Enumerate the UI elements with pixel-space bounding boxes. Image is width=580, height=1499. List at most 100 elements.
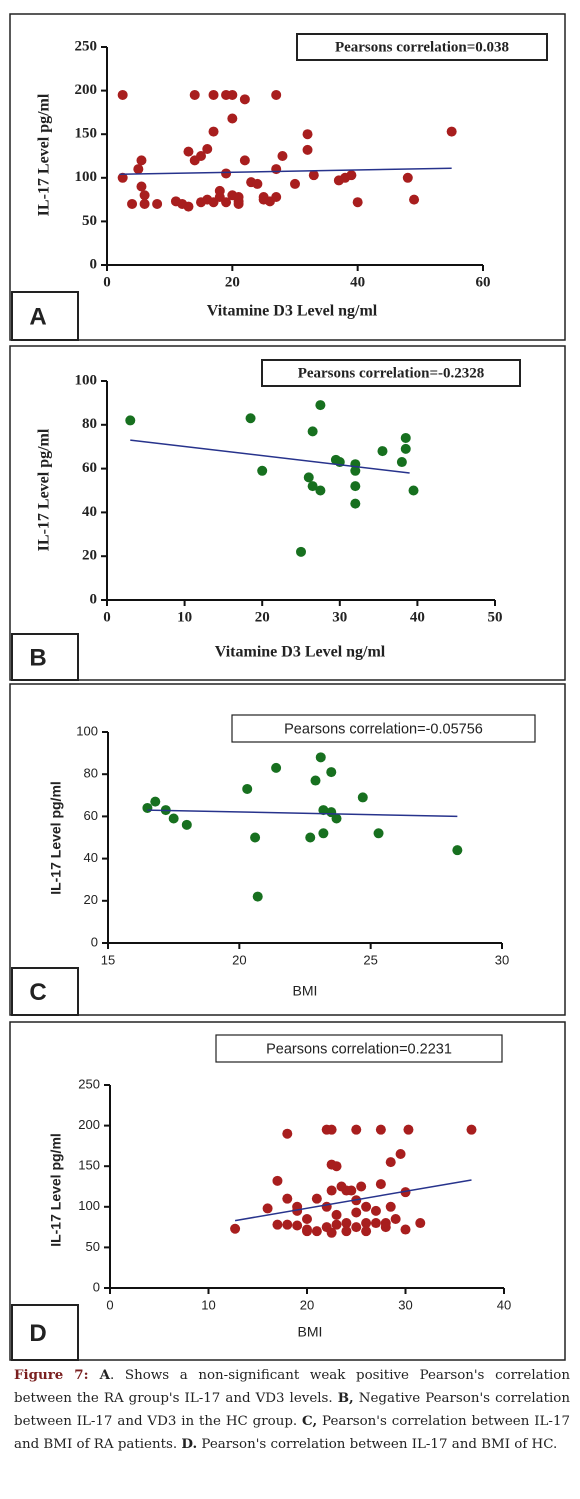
data-point (233, 198, 244, 209)
data-point (346, 1185, 357, 1196)
panel: Pearsons correlation=0.2231 D IL-17 Level … (9, 1021, 566, 1361)
data-point (326, 767, 337, 778)
data-point (136, 155, 147, 166)
data-point (307, 481, 318, 492)
data-point (318, 828, 329, 839)
data-point (341, 1218, 352, 1229)
x-tick-label: 50 (488, 609, 503, 625)
panel: Pearsons correlation=-0.05756 C IL-17 Leve… (9, 683, 566, 1016)
panel-letter-box (11, 633, 79, 681)
data-point (292, 1205, 303, 1216)
data-point (183, 146, 194, 157)
data-point (415, 1218, 426, 1229)
caption-text: C, (302, 1413, 318, 1429)
data-point (305, 832, 316, 843)
caption: Figure 7: A. Shows a non-significant wea… (14, 1364, 570, 1456)
x-tick-label: 30 (495, 952, 509, 967)
data-point (117, 172, 128, 183)
data-point (168, 813, 179, 824)
caption-text: Figure 7: (14, 1367, 89, 1383)
data-point (150, 796, 161, 807)
x-axis-title: Vitamine D3 Level ng/ml (215, 644, 386, 661)
data-point (307, 426, 318, 437)
data-point (303, 472, 314, 483)
x-tick-label: 0 (106, 1297, 113, 1312)
data-point (375, 1179, 386, 1190)
panel-letter: D (29, 1320, 46, 1347)
data-point (408, 485, 419, 496)
y-tick-label: 50 (86, 1239, 100, 1254)
data-point (361, 1201, 372, 1212)
data-point (326, 1124, 337, 1135)
x-tick-label: 0 (103, 609, 111, 625)
caption-text: A (88, 1367, 111, 1383)
data-point (373, 828, 384, 839)
data-point (446, 126, 457, 137)
data-point (351, 1124, 362, 1135)
data-point (208, 89, 219, 100)
data-point (318, 805, 329, 816)
data-point (290, 178, 300, 189)
data-point (252, 891, 263, 902)
panel-letter-box (11, 1304, 79, 1361)
data-point (311, 1226, 322, 1237)
data-point (395, 1149, 406, 1160)
data-point (183, 201, 194, 212)
data-point (331, 1219, 342, 1230)
panel: Pearsons correlation=-0.2328 B IL-17 Level… (9, 345, 566, 681)
y-tick-label: 0 (91, 934, 98, 949)
data-point (321, 1201, 332, 1212)
panel-letter-box (11, 967, 79, 1016)
data-point (466, 1124, 477, 1135)
x-tick-label: 20 (255, 609, 270, 625)
data-point (370, 1218, 381, 1229)
data-point (277, 151, 288, 161)
x-tick-label: 10 (201, 1297, 215, 1312)
y-tick-label: 100 (78, 1198, 100, 1213)
annotation-box (261, 359, 521, 387)
data-point (351, 1222, 362, 1233)
y-tick-label: 40 (84, 850, 98, 865)
data-point (302, 1226, 312, 1237)
data-point (133, 164, 144, 175)
panel-frame (9, 683, 566, 1016)
annotation-box (231, 714, 536, 743)
data-point (262, 1203, 273, 1214)
y-axis-title: IL-17 Level pg/ml (48, 781, 64, 895)
data-point (296, 546, 306, 557)
trend-line (119, 167, 452, 176)
y-tick-label: 250 (78, 1076, 100, 1091)
data-point (331, 813, 342, 824)
data-point (139, 190, 150, 201)
y-tick-label: 20 (82, 548, 97, 564)
y-tick-label: 40 (82, 504, 97, 520)
trend-line (130, 439, 410, 474)
data-point (400, 432, 411, 443)
data-point (272, 1219, 283, 1230)
trend-line (147, 809, 458, 818)
data-point (351, 1207, 362, 1218)
data-point (326, 1227, 337, 1238)
data-point (302, 144, 313, 155)
data-point (250, 832, 261, 843)
data-point (311, 1193, 322, 1204)
caption-text: Negative Pearson's correlation between I… (14, 1391, 570, 1429)
data-point (292, 1220, 303, 1231)
data-point (452, 845, 463, 856)
x-tick-label: 25 (363, 952, 377, 967)
data-point (385, 1201, 396, 1212)
data-point (242, 783, 253, 794)
data-point (315, 400, 326, 411)
data-point (271, 762, 282, 773)
x-tick-label: 10 (177, 609, 192, 625)
data-point (125, 415, 136, 426)
y-tick-label: 200 (75, 82, 98, 98)
caption-text: B, (337, 1390, 354, 1406)
y-tick-label: 250 (75, 38, 98, 54)
data-point (221, 168, 232, 179)
panel: Pearsons correlation=0.038 A IL-17 Level p… (9, 13, 566, 341)
panel-frame (9, 1021, 566, 1361)
data-point (350, 481, 361, 492)
data-point (341, 1226, 352, 1237)
data-point (400, 1224, 411, 1235)
